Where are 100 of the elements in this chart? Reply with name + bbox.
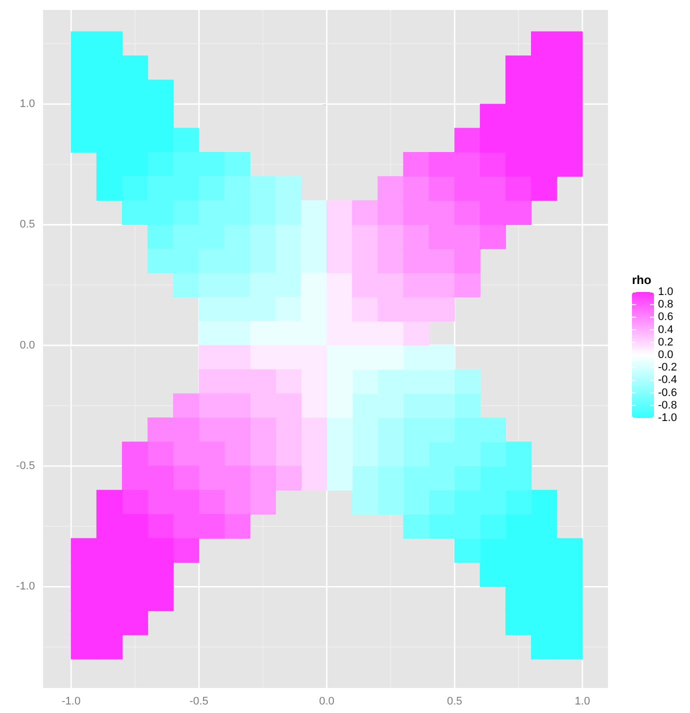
- point: [428, 176, 455, 201]
- point: [70, 31, 97, 56]
- x-tick-label: -1.0: [62, 696, 81, 708]
- point: [454, 224, 480, 250]
- point: [428, 417, 455, 442]
- point: [275, 369, 302, 394]
- point: [505, 80, 532, 104]
- point: [531, 31, 558, 56]
- point: [300, 224, 328, 250]
- point: [300, 345, 328, 370]
- point: [122, 490, 148, 515]
- point: [480, 514, 506, 539]
- point: [403, 296, 430, 322]
- point: [352, 466, 378, 490]
- point: [70, 128, 97, 153]
- point: [173, 514, 200, 539]
- point: [531, 538, 558, 563]
- point: [148, 490, 174, 515]
- point: [198, 514, 225, 539]
- point: [556, 31, 583, 56]
- point: [480, 417, 506, 442]
- point: [173, 224, 200, 250]
- point: [250, 248, 276, 274]
- point: [198, 176, 225, 201]
- point: [275, 393, 302, 418]
- point: [378, 393, 404, 418]
- point: [198, 466, 225, 490]
- point: [224, 466, 250, 490]
- point: [352, 442, 378, 466]
- point: [148, 442, 174, 466]
- point: [96, 634, 123, 660]
- point: [148, 417, 174, 442]
- point: [224, 369, 250, 394]
- point: [224, 442, 250, 466]
- point: [403, 248, 430, 274]
- point: [352, 200, 378, 226]
- point: [300, 200, 328, 226]
- point: [403, 393, 430, 418]
- point: [378, 466, 404, 490]
- point: [250, 466, 276, 490]
- point: [148, 224, 174, 250]
- point: [556, 80, 583, 104]
- point: [378, 272, 404, 298]
- point: [148, 104, 174, 129]
- point: [198, 320, 225, 346]
- point: [122, 442, 148, 466]
- color-bar-label: 0.2: [658, 336, 674, 348]
- color-bar-label: 0.4: [658, 324, 674, 336]
- color-bar-label: 0.0: [658, 349, 674, 361]
- point: [250, 345, 276, 370]
- point: [173, 200, 200, 226]
- point: [300, 248, 328, 274]
- point: [352, 393, 378, 418]
- point: [403, 345, 430, 370]
- point: [198, 224, 225, 250]
- point: [326, 320, 353, 346]
- point: [122, 152, 148, 177]
- point: [505, 442, 532, 466]
- point: [505, 466, 532, 490]
- point: [326, 442, 353, 466]
- point: [531, 176, 558, 201]
- point: [275, 320, 302, 346]
- point: [250, 224, 276, 250]
- point: [198, 272, 225, 298]
- point: [326, 296, 353, 322]
- point: [173, 128, 200, 153]
- point: [403, 200, 430, 226]
- point: [70, 538, 97, 563]
- point: [148, 176, 174, 201]
- point: [70, 610, 97, 636]
- point: [378, 417, 404, 442]
- point: [250, 417, 276, 442]
- point: [250, 442, 276, 466]
- point: [403, 152, 430, 177]
- point: [300, 417, 328, 442]
- point: [326, 224, 353, 250]
- point: [480, 538, 506, 563]
- point: [454, 417, 480, 442]
- point: [275, 345, 302, 370]
- point: [428, 224, 455, 250]
- point: [198, 417, 225, 442]
- point: [428, 200, 455, 226]
- point: [454, 152, 480, 177]
- point: [505, 104, 532, 129]
- point: [148, 514, 174, 539]
- point: [148, 538, 174, 563]
- point: [480, 466, 506, 490]
- point: [454, 369, 480, 394]
- point: [250, 393, 276, 418]
- point: [300, 320, 328, 346]
- point: [454, 442, 480, 466]
- point: [96, 31, 123, 56]
- point: [505, 490, 532, 515]
- point: [96, 176, 123, 201]
- point: [96, 56, 123, 80]
- point: [352, 345, 378, 370]
- point: [300, 466, 328, 490]
- point: [454, 272, 480, 298]
- point: [428, 248, 455, 274]
- point: [403, 272, 430, 298]
